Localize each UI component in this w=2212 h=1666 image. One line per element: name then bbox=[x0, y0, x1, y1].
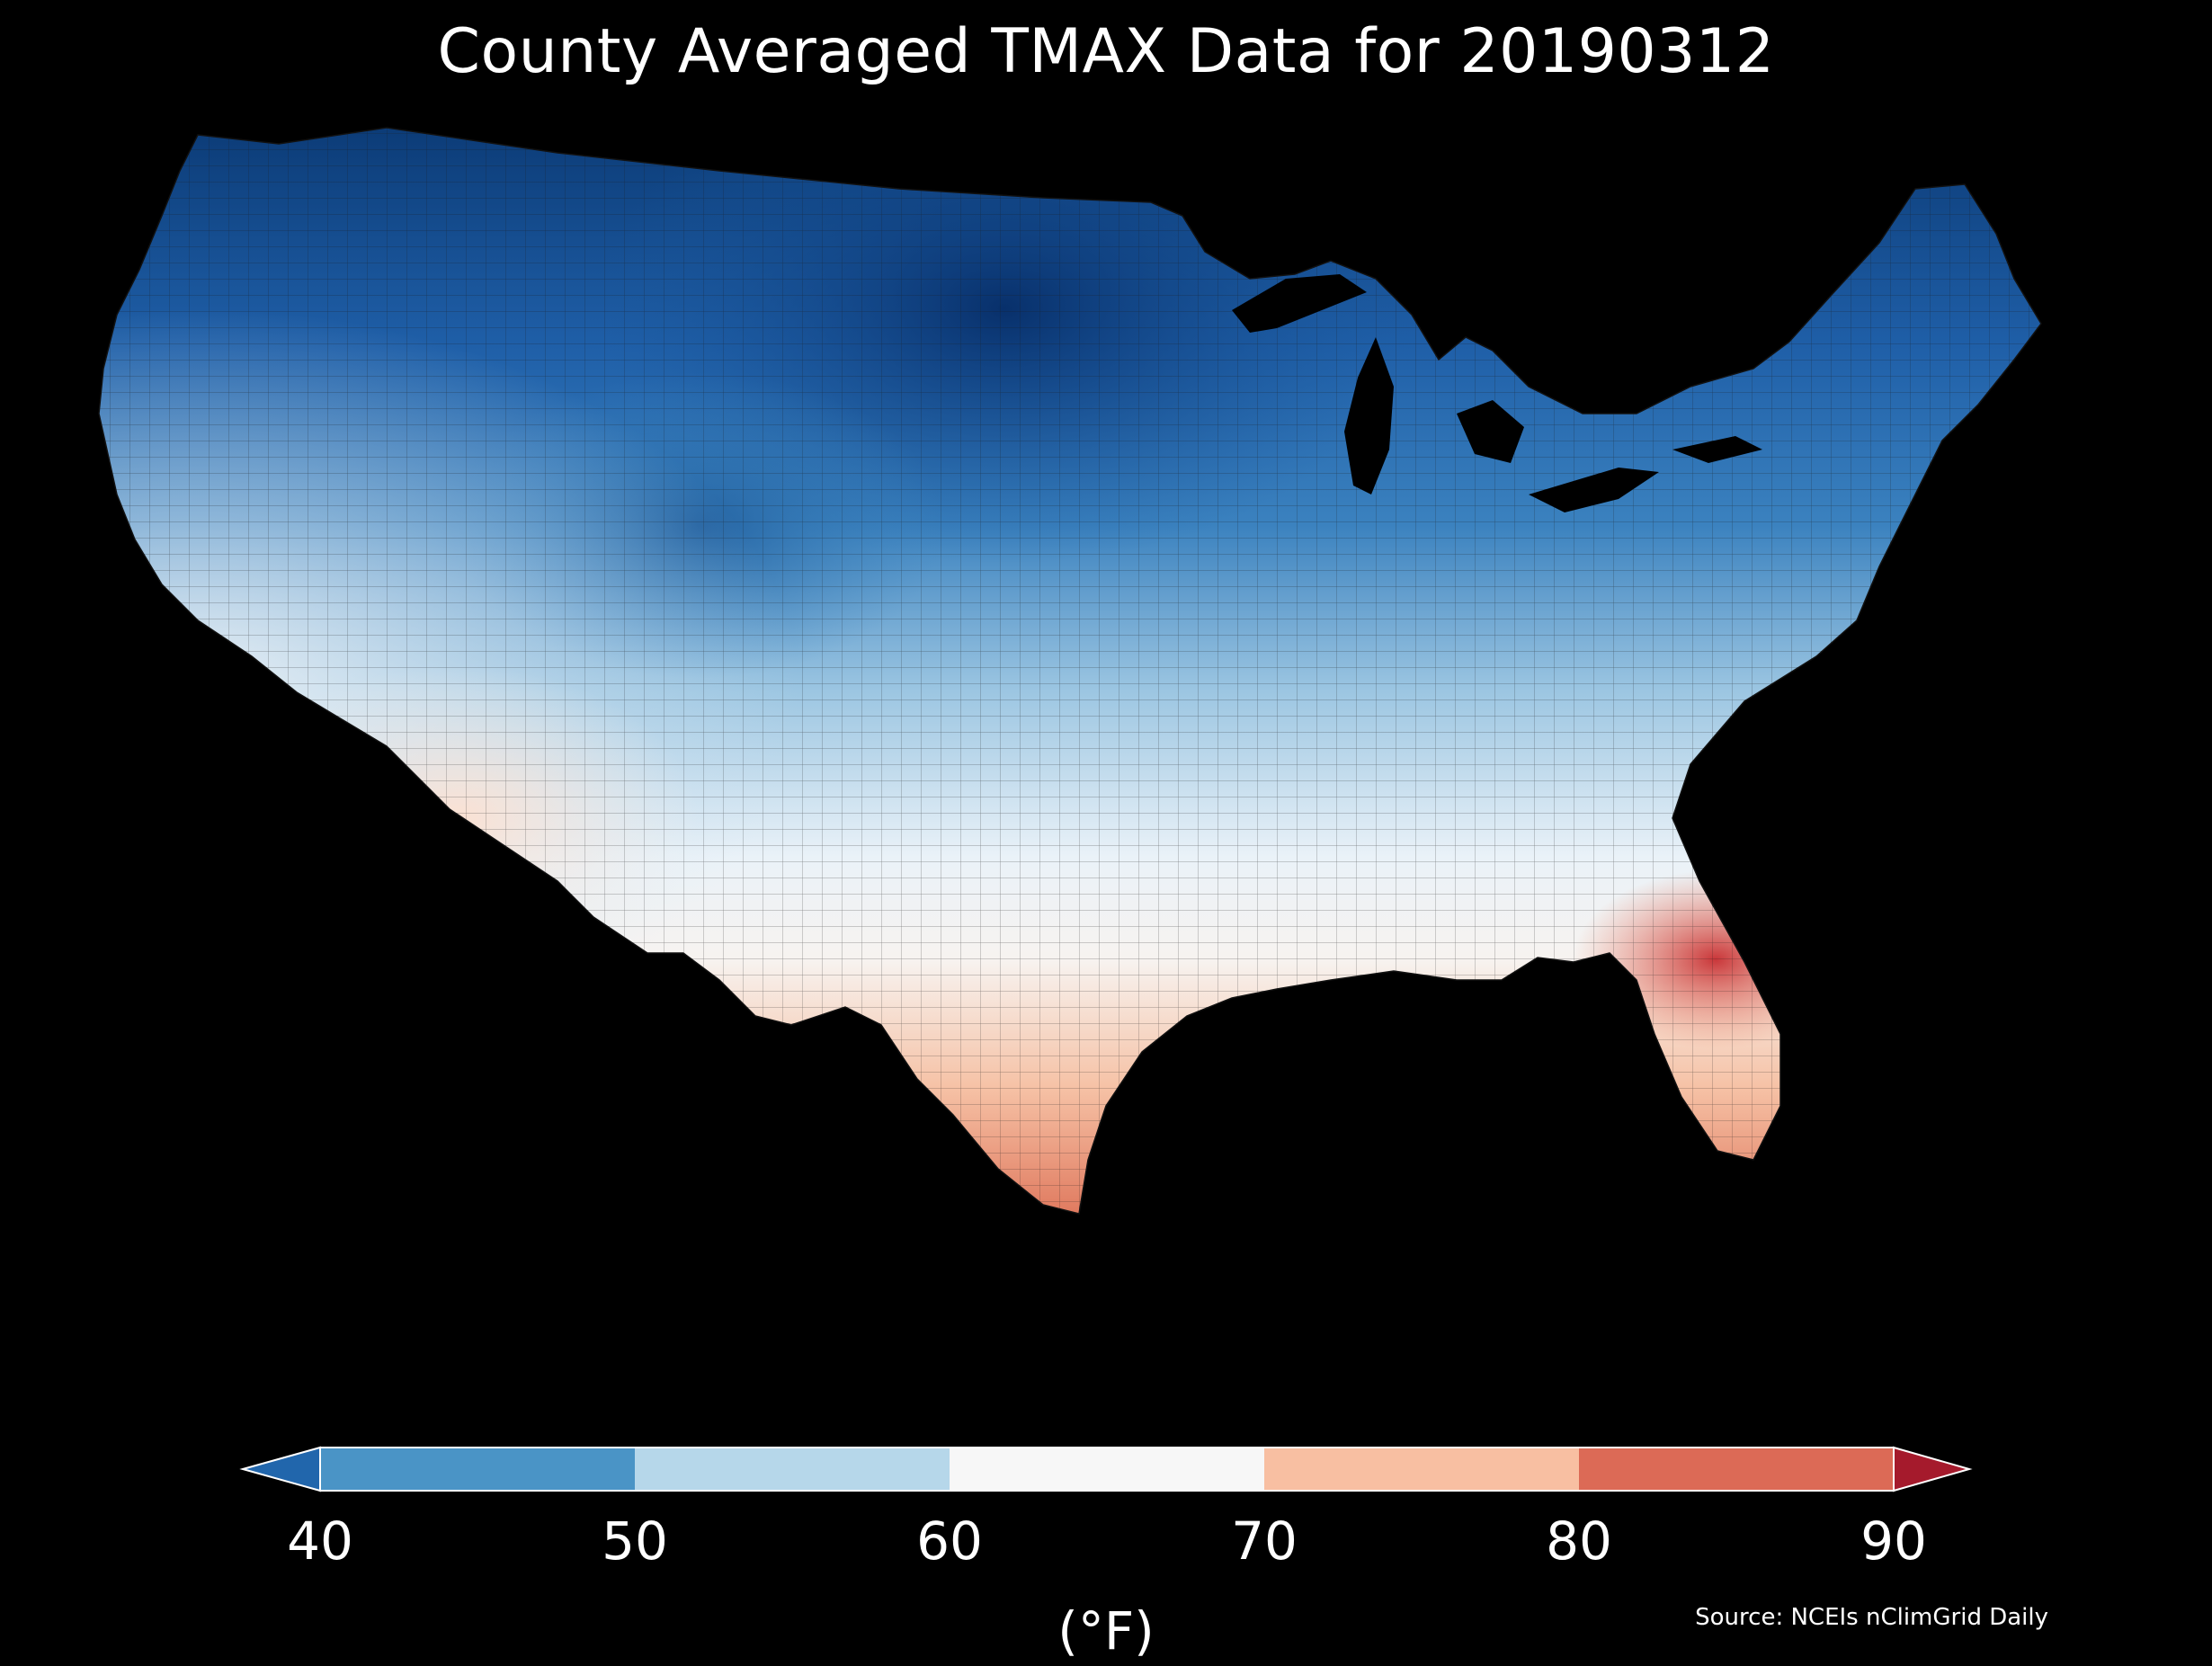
colorbar-extend-low bbox=[239, 1446, 321, 1492]
colorbar-tick-70: 70 bbox=[1231, 1510, 1298, 1572]
choropleth-map bbox=[90, 117, 2122, 1394]
colorbar-bin-50-60 bbox=[635, 1448, 950, 1491]
colorbar-bin-40-50 bbox=[320, 1448, 635, 1491]
colorbar-tick-80: 80 bbox=[1546, 1510, 1612, 1572]
colorbar-tick-50: 50 bbox=[602, 1510, 668, 1572]
us-map-svg bbox=[98, 127, 2042, 1215]
colorbar-extend-high bbox=[1893, 1446, 1973, 1492]
colorbar-bin-80-90 bbox=[1579, 1448, 1894, 1491]
great-lakes bbox=[1232, 274, 1762, 512]
colorbar-tick-60: 60 bbox=[916, 1510, 983, 1572]
colorbar-tick-90: 90 bbox=[1860, 1510, 1927, 1572]
map-title: County Averaged TMAX Data for 20190312 bbox=[437, 16, 1775, 87]
colorbar-unit-label: (°F) bbox=[1057, 1600, 1155, 1662]
colorbar-svg bbox=[239, 1446, 1973, 1492]
colorbar-bin-60-70 bbox=[950, 1448, 1264, 1491]
source-credit: Source: NCEIs nClimGrid Daily bbox=[1695, 1604, 2048, 1631]
colorbar-bin-70-80 bbox=[1264, 1448, 1579, 1491]
colorbar bbox=[239, 1446, 1973, 1492]
colorbar-tick-40: 40 bbox=[287, 1510, 353, 1572]
